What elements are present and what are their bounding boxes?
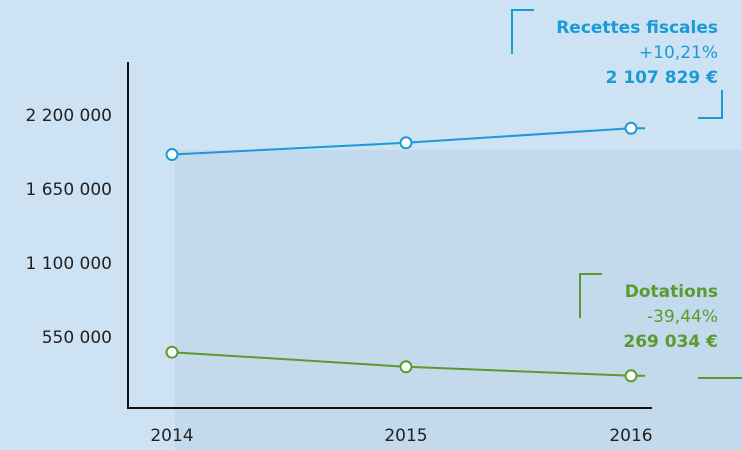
x-tick-label: 2014 [150,426,193,446]
series-line [171,127,645,156]
series-name: Dotations [625,282,718,302]
y-tick-label: 1 100 000 [25,254,112,274]
annotation-bracket [579,273,602,318]
series-line [171,351,645,377]
value-label: 2 107 829 € [606,68,718,88]
x-tick-label: 2015 [384,426,427,446]
y-tick-label: 2 200 000 [25,106,112,126]
background-photo [175,150,742,450]
y-tick-label: 550 000 [42,328,112,348]
x-tick-label: 2016 [609,426,652,446]
data-point [165,148,179,162]
value-label: 269 034 € [623,332,718,352]
annotation-bracket [698,90,723,119]
series-name: Recettes fiscales [556,18,718,38]
data-point [399,360,413,374]
series-change: +10,21% [639,43,718,63]
data-point [624,369,638,383]
annotation-bracket [511,9,534,54]
data-point [624,121,638,135]
y-tick-label: 1 650 000 [25,180,112,200]
data-point [399,136,413,150]
series-change: -39,44% [647,307,718,327]
data-point [165,345,179,359]
